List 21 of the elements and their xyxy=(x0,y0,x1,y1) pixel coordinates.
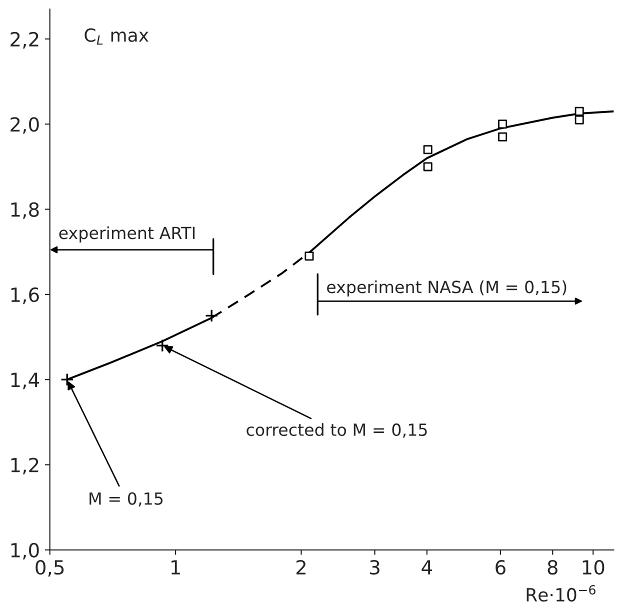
y-tick-label: 1,0 xyxy=(11,542,39,560)
y-tick-label: 2,0 xyxy=(10,117,39,134)
x-tick-label: 8 xyxy=(548,560,558,575)
x-tick-label: 0,5 xyxy=(36,560,64,577)
x-tick-label: 2 xyxy=(296,560,306,574)
y-axis-title: C$_{L}$ max xyxy=(84,28,148,45)
x-tick-label: 10 xyxy=(582,560,604,575)
y-tick-label: 2,2 xyxy=(10,32,38,49)
x-tick-label: 3 xyxy=(370,560,380,575)
annotation: experiment NASA (M = 0,15) xyxy=(327,280,566,297)
y-tick-label: 1,4 xyxy=(11,372,40,390)
x-tick-label: 1 xyxy=(171,560,180,574)
y-tick-label: 1,2 xyxy=(11,458,38,474)
x-tick-label: 6 xyxy=(496,560,506,575)
annotation: M = 0,15 xyxy=(90,492,163,507)
y-tick-label: 1,8 xyxy=(11,202,39,219)
annotation: experiment ARTI xyxy=(59,226,195,242)
annotation: corrected to M = 0,15 xyxy=(246,423,427,438)
x-tick-label: 4 xyxy=(422,560,432,574)
y-tick-label: 1,6 xyxy=(11,287,39,304)
x-axis-title: Re·10$^{−6}$ xyxy=(526,585,596,602)
